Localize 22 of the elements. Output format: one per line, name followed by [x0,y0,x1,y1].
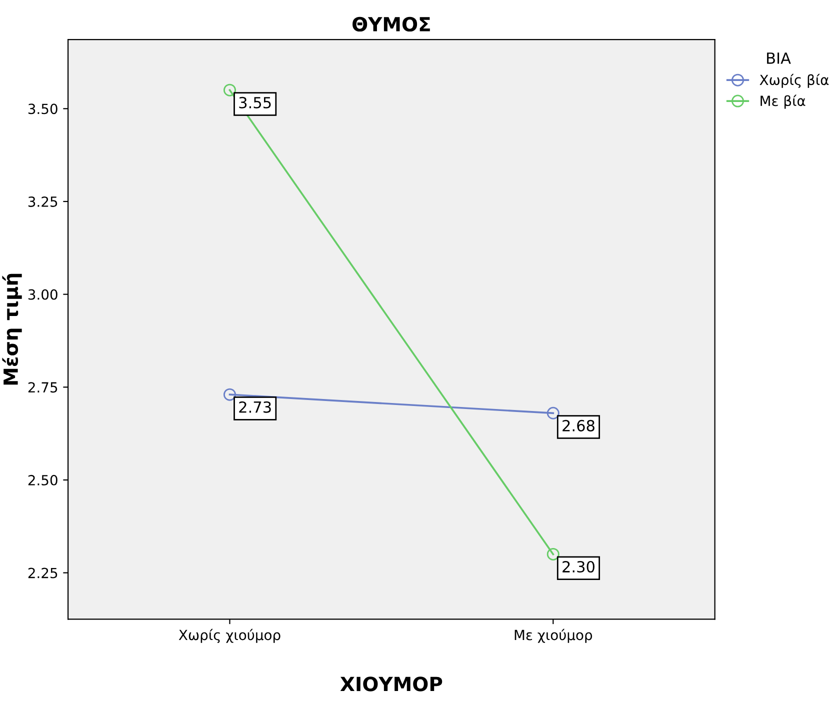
x-tick-label: Με χιούμορ [514,628,592,643]
point [546,406,560,420]
data-label: 2.30 [562,560,594,573]
y-tick-label: 3.00 [28,289,58,300]
point [223,388,236,401]
y-tick-label: 3.50 [28,104,58,114]
legend-title: ΒΙΑ [767,52,791,64]
y-tick-label: 2.75 [28,382,58,393]
y-tick-label: 2.50 [28,474,58,486]
data-label: 2.73 [239,401,271,413]
data-label: 2.68 [562,420,594,432]
y-tick-label: 2.25 [28,568,58,578]
legend-label: Χωρίς βία [760,74,829,88]
chart-title: ΘΥΜΟΣ [352,16,430,32]
legend-label: Με βία [760,94,806,109]
data-label: 3.55 [239,96,271,108]
x-tick-label: Χωρίς χιούμορ [178,628,280,643]
point [546,548,560,560]
y-axis-title: Μέση τιμή [2,274,22,385]
x-axis-title: ΧΙΟΥΜΟΡ [340,676,442,692]
point [223,84,236,96]
y-tick-label: 3.25 [28,196,58,207]
